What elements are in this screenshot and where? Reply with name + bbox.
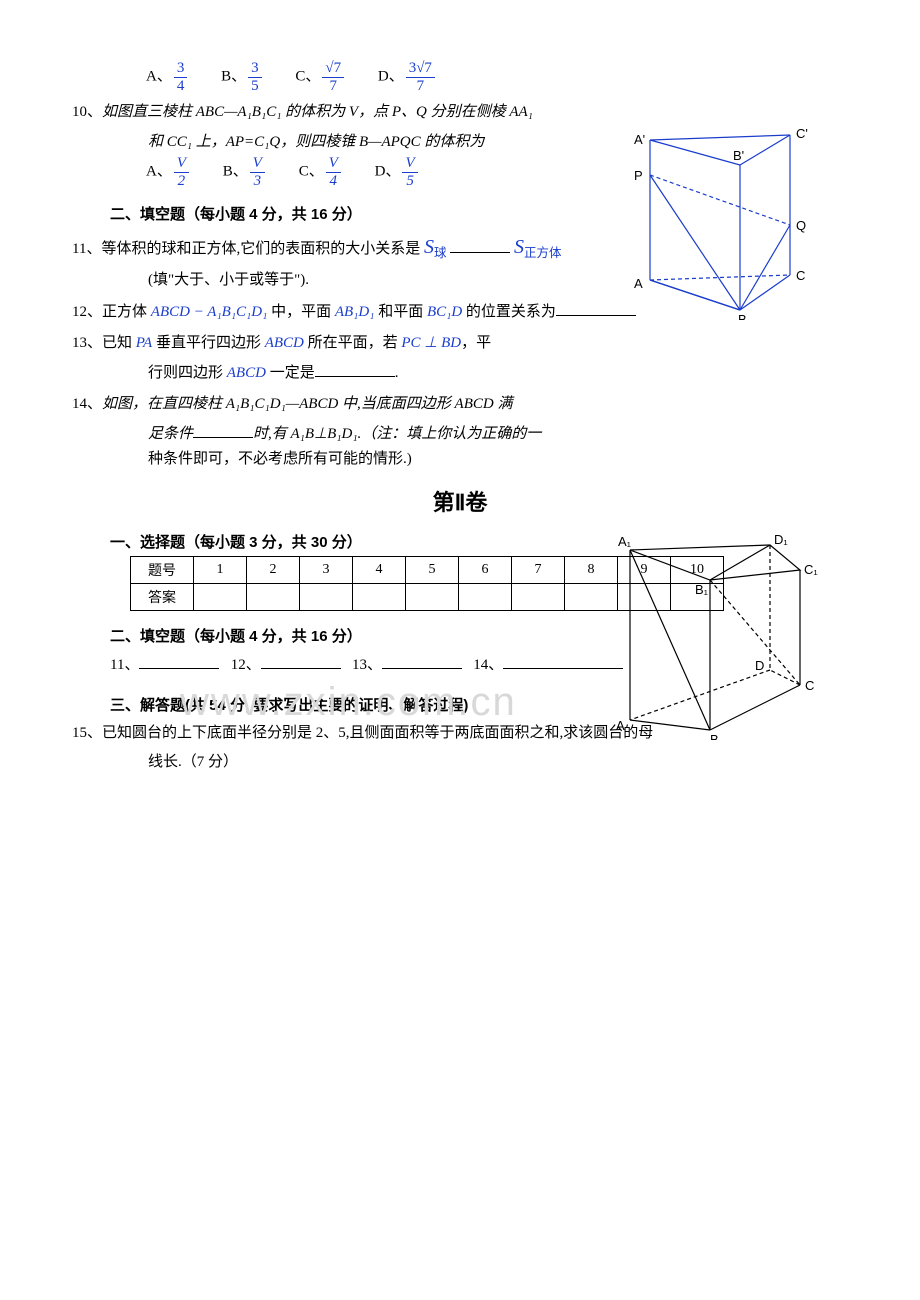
- q10-num: 10、: [72, 104, 102, 120]
- q11-S1: S: [424, 236, 434, 258]
- lbl-A1: A₁: [618, 534, 632, 549]
- q14-figure: A₁ B₁ C₁ D₁ A B C D: [610, 530, 820, 745]
- q10-D-frac: V5: [402, 155, 417, 189]
- q14-blank[interactable]: [193, 422, 253, 438]
- q10-C-label: C、: [299, 163, 324, 179]
- q13-f1: PA: [136, 335, 152, 351]
- q13-t2: 垂直平行四边形: [152, 335, 265, 351]
- q10-figure: A' B' C' P Q A B C: [620, 120, 820, 325]
- q11-sub1: 球: [434, 246, 447, 260]
- q13-t3: 所在平面，若: [304, 335, 402, 351]
- q10-l1: 如图直三棱柱 ABC—A₁B₁C₁ 的体积为 V，点 P、Q 分别在侧棱 AA₁: [102, 104, 533, 120]
- lbl-A: A: [634, 276, 643, 291]
- q9-D-frac: 3√77: [406, 60, 435, 94]
- lbl-A2: A: [616, 718, 625, 733]
- th: 题号: [131, 556, 194, 583]
- q12-f3: BC₁D: [427, 304, 462, 320]
- q14: 14、如图，在直四棱柱 A₁B₁C₁D₁—ABCD 中,当底面四边形 ABCD …: [110, 392, 870, 418]
- q12-f2: AB₁D₁: [335, 304, 375, 320]
- q9-B-frac: 35: [248, 60, 262, 94]
- lbl-Q: Q: [796, 218, 806, 233]
- lbl-P: P: [634, 168, 643, 183]
- q10-D-label: D、: [375, 163, 401, 179]
- q14-num: 14、: [72, 396, 102, 412]
- lbl-D2: D: [755, 658, 764, 673]
- blank-12[interactable]: [261, 653, 341, 669]
- q13: 13、已知 PA 垂直平行四边形 ABCD 所在平面，若 PC ⊥ BD，平: [110, 331, 870, 357]
- lbl-B2: B: [710, 732, 719, 740]
- lbl-Cp: C': [796, 126, 808, 141]
- q9-D-label: D、: [378, 68, 404, 84]
- blank-13[interactable]: [382, 653, 462, 669]
- lbl-B: B: [738, 312, 747, 320]
- q12-t1: 正方体: [102, 304, 151, 320]
- lbl-Ap: A': [634, 132, 645, 147]
- q13-f2: ABCD: [265, 335, 304, 351]
- lbl-C: C: [796, 268, 805, 283]
- q9-C-frac: √77: [322, 60, 344, 94]
- q12-f1: ABCD − A₁B₁C₁D₁: [151, 304, 268, 320]
- q13-blank[interactable]: [315, 361, 395, 377]
- lbl-B1: B₁: [695, 582, 709, 597]
- lbl-C1: C₁: [804, 562, 818, 577]
- prism-icon: A' B' C' P Q A B C: [620, 120, 820, 320]
- q10-B-frac: V3: [250, 155, 265, 189]
- q14-l3: 种条件即可，不必考虑所有可能的情形.): [148, 447, 870, 473]
- lbl-D1: D₁: [774, 532, 788, 547]
- q9-A-label: A、: [146, 68, 172, 84]
- q11-S2: S: [514, 236, 524, 258]
- quad-prism-icon: A₁ B₁ C₁ D₁ A B C D: [610, 530, 820, 740]
- q15-num: 15、: [72, 725, 102, 741]
- q12-t4: 的位置关系为: [462, 304, 556, 320]
- q14-l1: 如图，在直四棱柱 A₁B₁C₁D₁—ABCD 中,当底面四边形 ABCD 满: [102, 396, 512, 412]
- q9-C-label: C、: [295, 68, 320, 84]
- q13-t4: ，平: [461, 335, 491, 351]
- q14-l2: 足条件时,有 A₁B⊥B₁D₁.（注：填上你认为正确的一: [148, 422, 870, 448]
- q15-l1: 已知圆台的上下底面半径分别是 2、5,且侧面面积等于两底面面积之和,求该圆台的母: [102, 725, 653, 741]
- q10-A-label: A、: [146, 163, 172, 179]
- q12-num: 12、: [72, 304, 102, 320]
- q11-text: 等体积的球和正方体,它们的表面积的大小关系是: [101, 241, 424, 257]
- q13-l2: 行则四边形 ABCD 一定是.: [148, 361, 870, 387]
- part2-title: 第Ⅱ卷: [50, 485, 870, 517]
- q11-blank[interactable]: [450, 237, 510, 253]
- lbl-C2: C: [805, 678, 814, 693]
- q12-t2: 中，平面: [267, 304, 335, 320]
- q11-sub2: 正方体: [524, 246, 562, 260]
- q9-options: A、34 B、35 C、√77 D、3√77: [146, 60, 870, 94]
- q9-B-label: B、: [221, 68, 246, 84]
- lbl-Bp: B': [733, 148, 744, 163]
- q15-l2: 线长.（7 分）: [148, 750, 870, 776]
- q12-t3: 和平面: [374, 304, 427, 320]
- q11-num: 11、: [72, 241, 101, 257]
- q9-A-frac: 34: [174, 60, 188, 94]
- q13-t1: 已知: [102, 335, 136, 351]
- q13-f3: PC ⊥ BD: [401, 335, 461, 351]
- q10-C-frac: V4: [326, 155, 341, 189]
- blank-11[interactable]: [139, 653, 219, 669]
- q10-A-frac: V2: [174, 155, 189, 189]
- q13-num: 13、: [72, 335, 102, 351]
- q10-B-label: B、: [223, 163, 248, 179]
- blank-14[interactable]: [503, 653, 623, 669]
